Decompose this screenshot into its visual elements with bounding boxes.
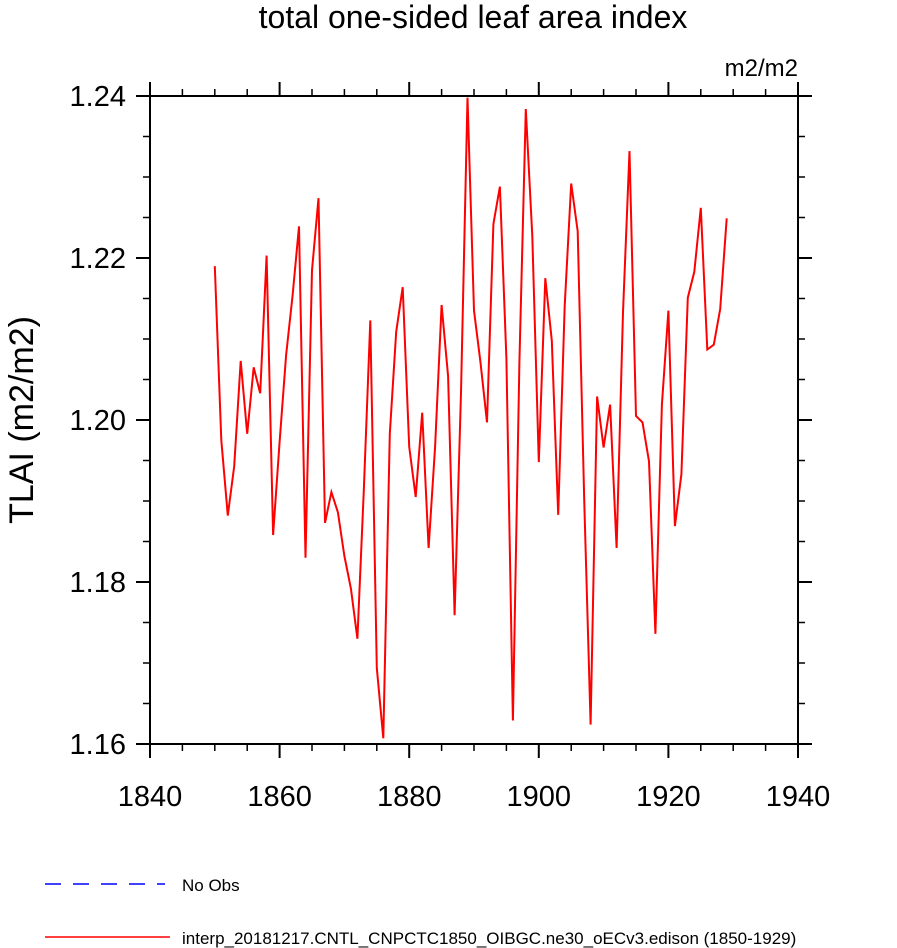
x-tick-label: 1860	[247, 781, 312, 813]
x-tick-label: 1880	[377, 781, 442, 813]
x-tick-labels: 1840 1860 1880 1900 1920 1940	[118, 781, 831, 813]
x-tick-label: 1840	[118, 781, 183, 813]
series-group	[213, 97, 728, 739]
y-axis-label: TLAI (m2/m2)	[3, 316, 41, 524]
chart-title: total one-sided leaf area index	[259, 0, 688, 35]
x-tick-label: 1920	[636, 781, 701, 813]
y-tick-label: 1.18	[70, 567, 126, 599]
legend-label-no-obs: No Obs	[182, 876, 240, 895]
x-tick-label: 1940	[766, 781, 831, 813]
y-tick-labels: 1.16 1.18 1.20 1.22 1.24	[70, 81, 126, 761]
y-tick-label: 1.22	[70, 243, 126, 275]
units-label: m2/m2	[725, 55, 798, 82]
y-tick-label: 1.24	[70, 81, 126, 113]
y-tick-label: 1.20	[70, 405, 126, 437]
y-tick-label: 1.16	[70, 729, 126, 761]
legend: No Obs interp_20181217.CNTL_CNPCTC1850_O…	[45, 876, 796, 948]
axis-ticks	[136, 82, 812, 758]
plot-frame	[149, 95, 799, 745]
series-line	[213, 97, 728, 739]
legend-label-model: interp_20181217.CNTL_CNPCTC1850_OIBGC.ne…	[182, 929, 796, 948]
x-tick-label: 1900	[507, 781, 572, 813]
